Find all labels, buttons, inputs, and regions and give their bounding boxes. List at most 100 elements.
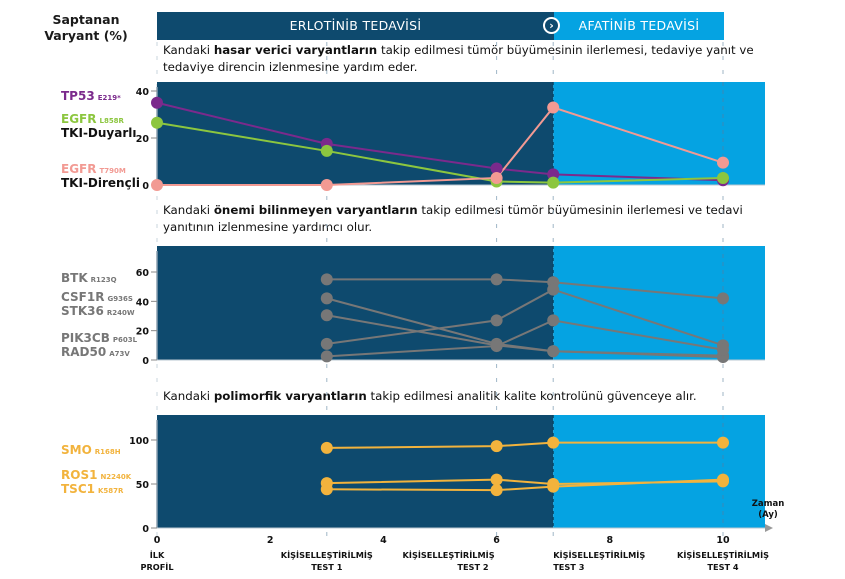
- erlotinib-region: [157, 415, 554, 528]
- legend-egfr-t790m: EGFR T790M: [61, 162, 126, 176]
- timepoint-label: TEST 1: [311, 562, 343, 572]
- timepoint-label: TEST 4: [707, 562, 739, 572]
- data-point: [151, 116, 163, 129]
- afatinib-phase-banner: AFATİNİB TEDAVİSİ: [554, 12, 724, 40]
- data-point: [320, 292, 333, 305]
- afatinib-region: [553, 415, 765, 528]
- gene-name: RAD50: [61, 345, 107, 359]
- caption-panel2: Kandaki önemi bilinmeyen varyantların ta…: [163, 202, 743, 236]
- legend-btk: BTK R123Q: [61, 271, 117, 285]
- data-point: [547, 436, 560, 449]
- series-line: [326, 278, 724, 300]
- mutation-name: K587R: [97, 487, 124, 495]
- data-point: [490, 440, 503, 453]
- data-point: [320, 273, 333, 286]
- mutation-name: P603L: [112, 336, 138, 344]
- caption-text: takip edilmesi tümör büyümesinin ilerlem…: [417, 203, 743, 217]
- data-point: [320, 350, 333, 363]
- timepoint-label: KİŞİSELLEŞTİRİLMİŞ: [553, 550, 645, 560]
- legend-tki-resistant: TKI-Dirençli: [61, 176, 140, 190]
- timepoint-label: KİŞİSELLEŞTİRİLMİŞ: [281, 550, 373, 560]
- legend-tki-sensitive: TKI-Duyarlı: [61, 126, 137, 140]
- caption-bold: polimorfik varyantların: [213, 389, 367, 403]
- gene-name: BTK: [61, 271, 88, 285]
- caption-bold: önemi bilinmeyen varyantların: [213, 203, 418, 217]
- caption-text: takip edilmesi tümör büyümesinin ilerlem…: [377, 43, 754, 57]
- data-point: [547, 176, 560, 189]
- legend-rad50: RAD50 A73V: [61, 345, 130, 359]
- data-point: [547, 314, 560, 327]
- legend-smo: SMO R168H: [61, 443, 121, 457]
- chevron-right-circle-icon: ›: [543, 17, 560, 34]
- caption-text: takip edilmesi analitik kalite kontrolün…: [366, 389, 697, 403]
- erlotinib-phase-banner: ERLOTİNİB TEDAVİSİ: [157, 12, 554, 40]
- x-axis-title: Zaman: [752, 499, 785, 509]
- data-point: [717, 171, 729, 184]
- data-point: [490, 171, 503, 184]
- timepoint-label: PROFİL: [140, 562, 173, 572]
- timepoint-label: KİŞİSELLEŞTİRİLMİŞ: [677, 550, 769, 560]
- gene-name: STK36: [61, 304, 104, 318]
- data-point: [490, 162, 503, 175]
- data-point: [717, 292, 729, 305]
- x-axis-title: (Ay): [758, 510, 778, 520]
- data-point: [490, 473, 503, 486]
- y-tick-label: 0: [142, 356, 149, 367]
- mutation-name: A73V: [109, 350, 130, 358]
- x-tick-label: 10: [716, 535, 730, 546]
- data-point: [547, 345, 560, 358]
- series-line: [326, 288, 724, 347]
- legend-tp53: TP53 E219*: [61, 89, 121, 103]
- data-point: [490, 314, 503, 327]
- data-point: [717, 343, 729, 356]
- gene-name: ROS1: [61, 468, 98, 482]
- legend-ros1: ROS1 N2240K: [61, 468, 131, 482]
- data-point: [320, 337, 333, 350]
- mutation-name: R123Q: [90, 276, 117, 284]
- timepoint-label: TEST 2: [457, 562, 488, 572]
- data-point: [151, 179, 163, 191]
- data-point: [490, 484, 503, 497]
- legend-egfr-l858r: EGFR L858R: [61, 112, 124, 126]
- mutation-name: R240W: [106, 309, 135, 317]
- legend-stk36: STK36 R240W: [61, 304, 135, 318]
- mutation-name: E219*: [97, 94, 121, 102]
- mutation-name: N2240K: [100, 473, 132, 481]
- y-axis-title: Saptanan Varyant (%): [42, 12, 130, 44]
- data-point: [320, 441, 333, 454]
- data-point: [717, 156, 729, 169]
- gene-name: EGFR: [61, 112, 97, 126]
- data-point: [547, 283, 560, 296]
- gene-name: SMO: [61, 443, 92, 457]
- caption-panel1: Kandaki hasar verici varyantların takip …: [163, 42, 754, 76]
- caption-text: Kandaki: [163, 203, 214, 217]
- y-tick-label: 40: [136, 87, 150, 98]
- y-tick-label: 40: [136, 297, 150, 308]
- mutation-name: R168H: [94, 448, 121, 456]
- gene-name: EGFR: [61, 162, 97, 176]
- y-tick-label: 50: [136, 480, 150, 491]
- afatinib-region: [553, 82, 765, 185]
- data-point: [717, 436, 729, 449]
- series-line: [326, 478, 724, 492]
- mutation-name: G936S: [107, 295, 133, 303]
- series-line: [326, 319, 724, 358]
- caption-text: tedaviye direncin izlenmesine yardım ede…: [163, 60, 418, 74]
- mutation-name: L858R: [99, 117, 124, 125]
- legend-tsc1: TSC1 K587R: [61, 482, 123, 496]
- timepoint-label: TEST 3: [553, 562, 585, 572]
- series-line: [326, 314, 724, 359]
- x-tick-label: 8: [606, 535, 613, 546]
- gene-name: PIK3CB: [61, 331, 110, 345]
- data-point: [547, 168, 560, 181]
- data-point: [547, 101, 560, 114]
- data-point: [490, 273, 503, 286]
- caption-text: Kandaki: [163, 43, 214, 57]
- caption-panel3: Kandaki polimorfik varyantların takip ed…: [163, 388, 697, 405]
- y-tick-label: 20: [136, 327, 150, 338]
- afatinib-region: [553, 246, 765, 360]
- y-tick-label: 60: [136, 268, 150, 279]
- legend-csf1r: CSF1R G936S: [61, 290, 133, 304]
- series-line: [326, 441, 723, 449]
